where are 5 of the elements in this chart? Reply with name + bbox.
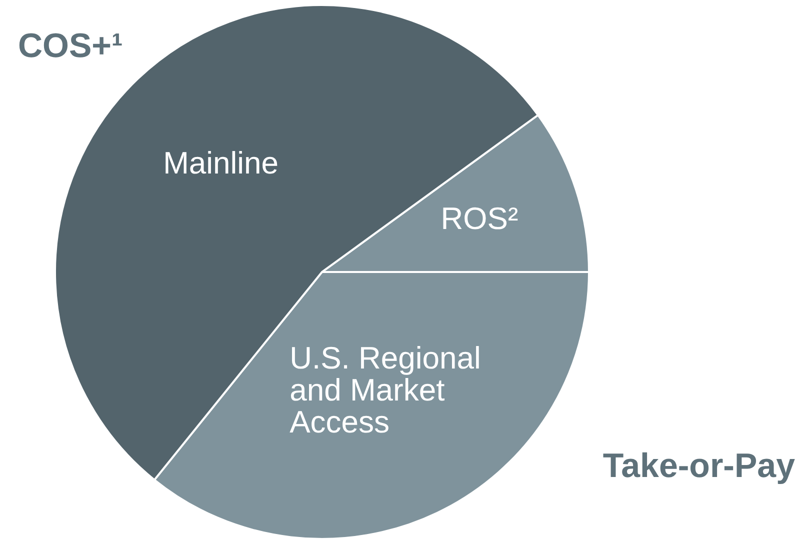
text: Take-or-Pay: [602, 446, 796, 485]
slice-label: Mainline: [163, 146, 279, 181]
slice-label: U.S. Regional and Market Access: [290, 340, 481, 440]
slice-label: ROS²: [440, 201, 518, 236]
text: COS+¹: [18, 26, 123, 65]
